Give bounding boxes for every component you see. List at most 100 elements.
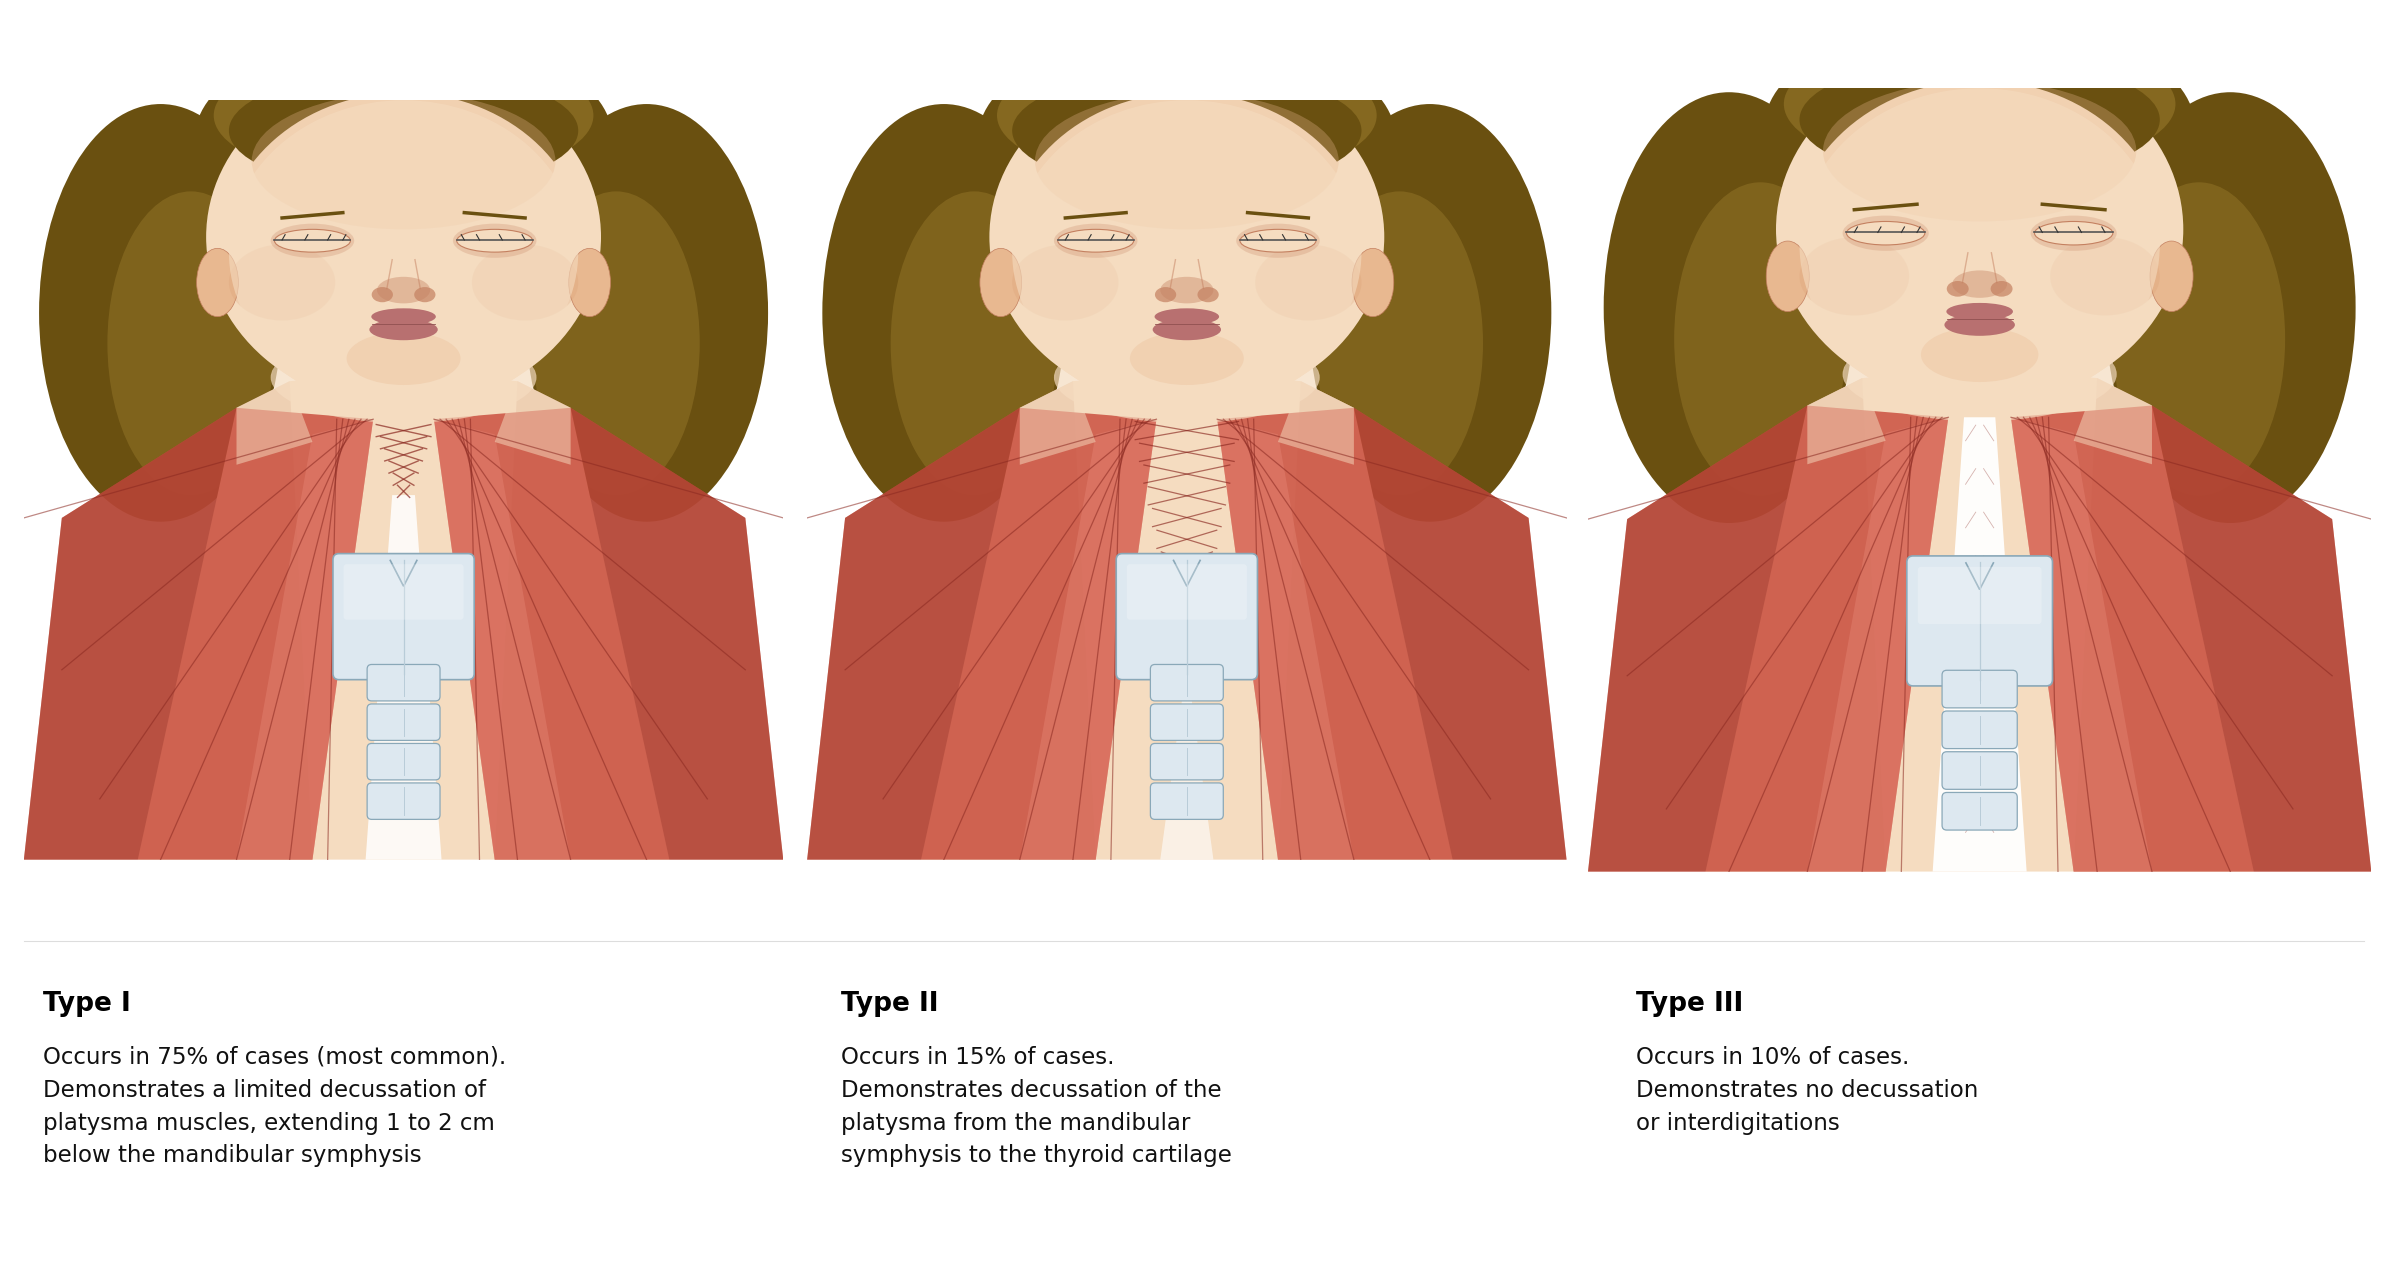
Polygon shape: [494, 381, 669, 860]
Ellipse shape: [229, 69, 578, 192]
Text: Occurs in 75% of cases (most common).
Demonstrates a limited decussation of
plat: Occurs in 75% of cases (most common). De…: [43, 1046, 506, 1167]
Ellipse shape: [1767, 241, 1810, 312]
Ellipse shape: [205, 66, 602, 408]
Polygon shape: [435, 408, 783, 860]
Ellipse shape: [1309, 104, 1552, 522]
Ellipse shape: [1953, 270, 2006, 298]
Ellipse shape: [998, 47, 1375, 184]
Polygon shape: [24, 408, 236, 860]
FancyBboxPatch shape: [1115, 553, 1258, 679]
Ellipse shape: [1058, 230, 1134, 253]
Ellipse shape: [1946, 280, 1968, 297]
FancyBboxPatch shape: [1941, 711, 2018, 749]
Ellipse shape: [1316, 192, 1483, 495]
Polygon shape: [1218, 408, 1567, 860]
Text: Type I: Type I: [43, 991, 131, 1018]
Ellipse shape: [533, 192, 700, 495]
FancyBboxPatch shape: [1151, 703, 1223, 740]
Polygon shape: [807, 408, 1156, 860]
Ellipse shape: [473, 245, 578, 321]
Polygon shape: [1218, 419, 1354, 860]
Ellipse shape: [821, 104, 1065, 522]
Polygon shape: [807, 408, 1020, 860]
Polygon shape: [1020, 381, 1096, 465]
Ellipse shape: [1605, 92, 1855, 523]
Ellipse shape: [1130, 332, 1244, 385]
Polygon shape: [2011, 417, 2152, 871]
Ellipse shape: [1791, 81, 2168, 409]
Ellipse shape: [229, 245, 334, 321]
Ellipse shape: [413, 287, 435, 302]
Ellipse shape: [989, 66, 1385, 408]
Ellipse shape: [1784, 34, 2175, 174]
Polygon shape: [1588, 405, 1808, 871]
Ellipse shape: [1239, 230, 1316, 253]
Polygon shape: [1278, 381, 1354, 465]
Ellipse shape: [1822, 81, 2137, 221]
Ellipse shape: [1196, 287, 1218, 302]
Ellipse shape: [222, 92, 585, 412]
FancyBboxPatch shape: [1127, 565, 1247, 620]
FancyBboxPatch shape: [1941, 751, 2018, 789]
Ellipse shape: [1920, 327, 2039, 381]
Ellipse shape: [1161, 277, 1213, 303]
Ellipse shape: [1316, 157, 1528, 499]
Ellipse shape: [270, 224, 353, 258]
Ellipse shape: [196, 32, 611, 245]
Polygon shape: [2011, 405, 2371, 871]
Polygon shape: [571, 408, 783, 860]
FancyBboxPatch shape: [1941, 671, 2018, 707]
Ellipse shape: [215, 47, 592, 184]
Ellipse shape: [229, 100, 578, 404]
Polygon shape: [1705, 366, 2254, 871]
Ellipse shape: [1153, 320, 1220, 340]
Polygon shape: [1808, 378, 1887, 465]
Ellipse shape: [251, 92, 556, 230]
Ellipse shape: [2113, 147, 2333, 500]
FancyBboxPatch shape: [344, 565, 463, 620]
FancyBboxPatch shape: [1941, 792, 2018, 830]
Polygon shape: [2073, 378, 2254, 871]
Ellipse shape: [2104, 92, 2355, 523]
Ellipse shape: [1156, 287, 1177, 302]
Ellipse shape: [1053, 332, 1321, 423]
Polygon shape: [236, 419, 373, 860]
Ellipse shape: [2149, 241, 2192, 312]
Ellipse shape: [1846, 221, 1925, 245]
Ellipse shape: [370, 308, 437, 325]
Ellipse shape: [373, 287, 394, 302]
Ellipse shape: [456, 230, 533, 253]
Polygon shape: [1808, 417, 1949, 871]
Ellipse shape: [845, 157, 1058, 499]
Ellipse shape: [346, 332, 461, 385]
Polygon shape: [24, 408, 373, 860]
Ellipse shape: [525, 104, 769, 522]
Polygon shape: [139, 381, 313, 860]
FancyBboxPatch shape: [368, 744, 439, 779]
Ellipse shape: [2113, 182, 2285, 495]
Ellipse shape: [1013, 100, 1361, 404]
FancyBboxPatch shape: [1151, 783, 1223, 820]
Ellipse shape: [196, 249, 239, 317]
Polygon shape: [922, 381, 1096, 860]
Ellipse shape: [107, 192, 275, 495]
Polygon shape: [365, 495, 442, 860]
Ellipse shape: [891, 192, 1058, 495]
Ellipse shape: [1352, 249, 1395, 317]
Polygon shape: [1932, 417, 2027, 871]
Ellipse shape: [1946, 303, 2013, 320]
Ellipse shape: [1944, 314, 2015, 336]
Ellipse shape: [1013, 69, 1361, 192]
Ellipse shape: [979, 32, 1395, 245]
Polygon shape: [1705, 378, 1887, 871]
Ellipse shape: [1777, 53, 2183, 405]
Polygon shape: [236, 381, 313, 465]
Ellipse shape: [1013, 245, 1118, 321]
Text: Type III: Type III: [1636, 991, 1743, 1018]
Ellipse shape: [270, 332, 537, 423]
FancyBboxPatch shape: [1918, 567, 2042, 624]
Ellipse shape: [1674, 182, 1846, 495]
FancyBboxPatch shape: [1906, 556, 2054, 686]
Polygon shape: [494, 381, 571, 465]
Ellipse shape: [1844, 216, 1930, 251]
